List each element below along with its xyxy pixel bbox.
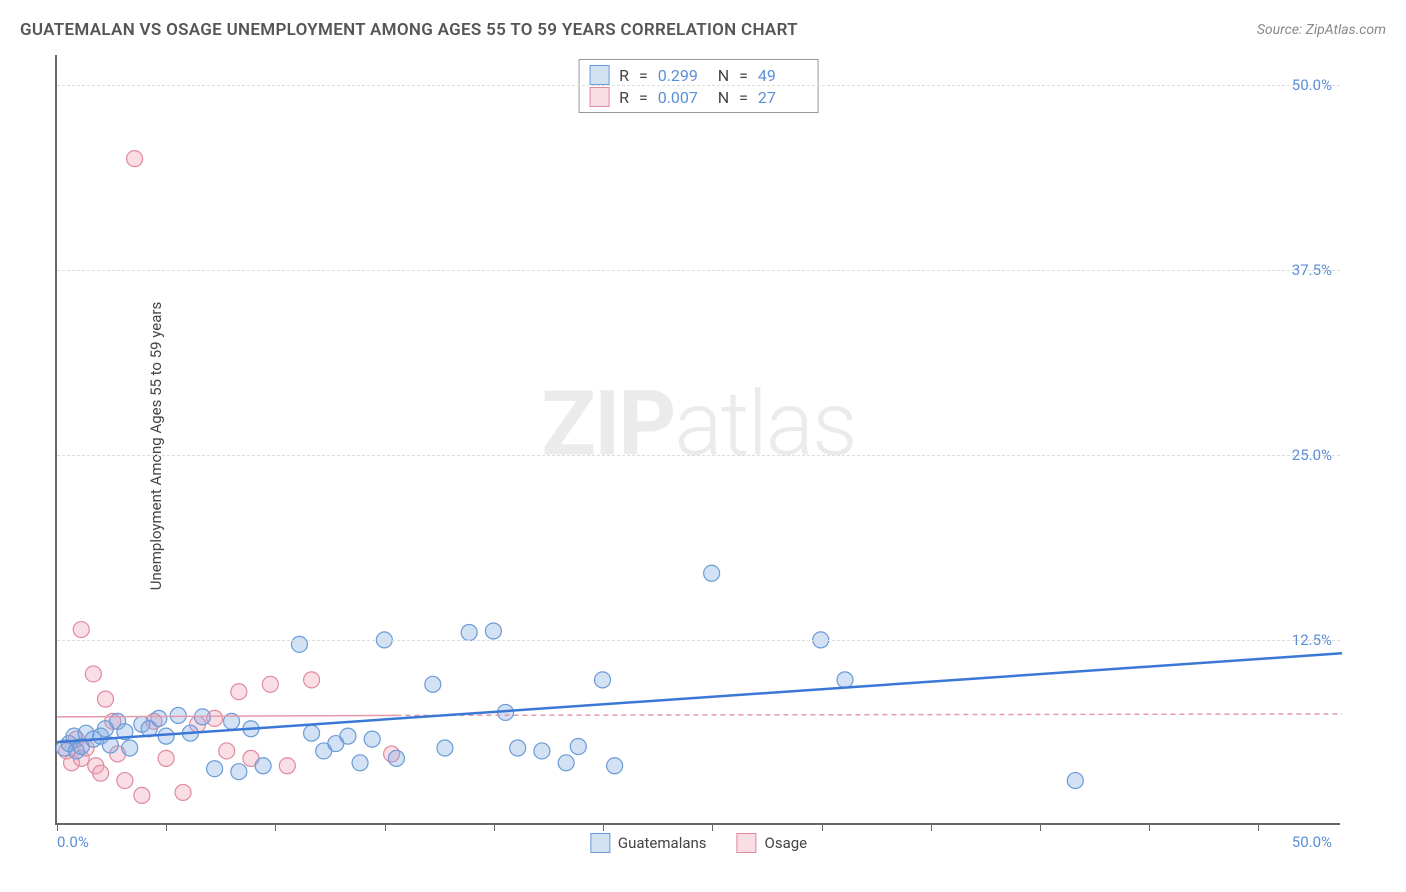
legend-label-guatemalans: Guatemalans <box>618 834 707 852</box>
scatter-point-guatemalans <box>534 743 550 759</box>
scatter-point-guatemalans <box>151 710 167 726</box>
stats-row-2: R = 0.007 N = 27 <box>589 86 808 108</box>
r-label-1: R <box>619 66 629 85</box>
scatter-point-guatemalans <box>704 565 720 581</box>
scatter-point-osage <box>158 750 174 766</box>
scatter-point-guatemalans <box>388 750 404 766</box>
x-tick <box>494 823 495 831</box>
swatch-guatemalans <box>589 65 609 85</box>
grid-line <box>57 270 1340 271</box>
grid-line <box>57 85 1340 86</box>
scatter-point-osage <box>134 787 150 803</box>
scatter-point-guatemalans <box>170 707 186 723</box>
scatter-point-guatemalans <box>364 731 380 747</box>
y-tick-label: 50.0% <box>1292 76 1332 94</box>
eq-2: = <box>639 88 648 107</box>
r-label-2: R <box>619 88 629 107</box>
scatter-point-guatemalans <box>352 755 368 771</box>
scatter-point-guatemalans <box>291 636 307 652</box>
scatter-point-guatemalans <box>837 672 853 688</box>
legend-item-osage: Osage <box>737 833 808 853</box>
y-tick-label: 37.5% <box>1292 261 1332 279</box>
grid-line <box>57 455 1340 456</box>
scatter-point-osage <box>127 151 143 167</box>
y-tick-label: 12.5% <box>1292 631 1332 649</box>
grid-line <box>57 640 1340 641</box>
title-bar: GUATEMALAN VS OSAGE UNEMPLOYMENT AMONG A… <box>20 20 1386 40</box>
stats-legend: R = 0.299 N = 49 R = 0.007 N = 27 <box>578 59 819 113</box>
eq-1b: = <box>739 66 748 85</box>
scatter-point-osage <box>279 758 295 774</box>
scatter-point-osage <box>117 773 133 789</box>
stats-row-1: R = 0.299 N = 49 <box>589 64 808 86</box>
chart-svg <box>57 55 1340 823</box>
x-tick <box>385 823 386 831</box>
swatch-guatemalans-bottom <box>590 833 610 853</box>
scatter-point-osage <box>304 672 320 688</box>
scatter-point-guatemalans <box>570 739 586 755</box>
scatter-point-guatemalans <box>558 755 574 771</box>
legend-item-guatemalans: Guatemalans <box>590 833 707 853</box>
x-tick <box>275 823 276 831</box>
r-value-2: 0.007 <box>658 88 708 107</box>
swatch-osage-bottom <box>737 833 757 853</box>
eq-2b: = <box>739 88 748 107</box>
scatter-point-osage <box>93 765 109 781</box>
scatter-point-osage <box>175 784 191 800</box>
scatter-point-guatemalans <box>122 740 138 756</box>
scatter-point-osage <box>85 666 101 682</box>
x-tick <box>931 823 932 831</box>
x-tick <box>603 823 604 831</box>
n-value-2: 27 <box>758 88 808 107</box>
scatter-point-guatemalans <box>304 725 320 741</box>
scatter-point-osage <box>262 676 278 692</box>
scatter-point-guatemalans <box>207 761 223 777</box>
scatter-point-guatemalans <box>607 758 623 774</box>
scatter-point-guatemalans <box>1067 773 1083 789</box>
x-tick <box>712 823 713 831</box>
source-label: Source: ZipAtlas.com <box>1257 22 1386 38</box>
eq-1: = <box>639 66 648 85</box>
scatter-point-osage <box>97 691 113 707</box>
trend-line-osage-dashed <box>396 714 1342 715</box>
legend-label-osage: Osage <box>765 834 808 852</box>
scatter-point-guatemalans <box>231 764 247 780</box>
n-label-1: N <box>718 66 729 85</box>
n-label-2: N <box>718 88 729 107</box>
scatter-point-osage <box>219 743 235 759</box>
x-tick <box>1258 823 1259 831</box>
x-min-label: 0.0% <box>57 833 89 851</box>
scatter-point-guatemalans <box>461 625 477 641</box>
y-tick-label: 25.0% <box>1292 446 1332 464</box>
n-value-1: 49 <box>758 66 808 85</box>
scatter-point-guatemalans <box>485 623 501 639</box>
scatter-point-guatemalans <box>425 676 441 692</box>
scatter-point-guatemalans <box>437 740 453 756</box>
chart-title: GUATEMALAN VS OSAGE UNEMPLOYMENT AMONG A… <box>20 20 798 40</box>
scatter-point-guatemalans <box>595 672 611 688</box>
scatter-point-guatemalans <box>255 758 271 774</box>
scatter-point-guatemalans <box>510 740 526 756</box>
trend-line-guatemalans <box>57 653 1342 742</box>
x-tick <box>1040 823 1041 831</box>
scatter-point-osage <box>231 684 247 700</box>
bottom-legend: Guatemalans Osage <box>590 833 807 853</box>
x-tick <box>166 823 167 831</box>
swatch-osage <box>589 87 609 107</box>
x-tick <box>57 823 58 831</box>
x-max-label: 50.0% <box>1292 833 1332 851</box>
scatter-point-osage <box>73 622 89 638</box>
plot-area: ZIPatlas R = 0.299 N = 49 R = 0.007 N = … <box>55 55 1340 825</box>
scatter-point-guatemalans <box>340 728 356 744</box>
x-tick <box>1149 823 1150 831</box>
x-tick <box>822 823 823 831</box>
r-value-1: 0.299 <box>658 66 708 85</box>
